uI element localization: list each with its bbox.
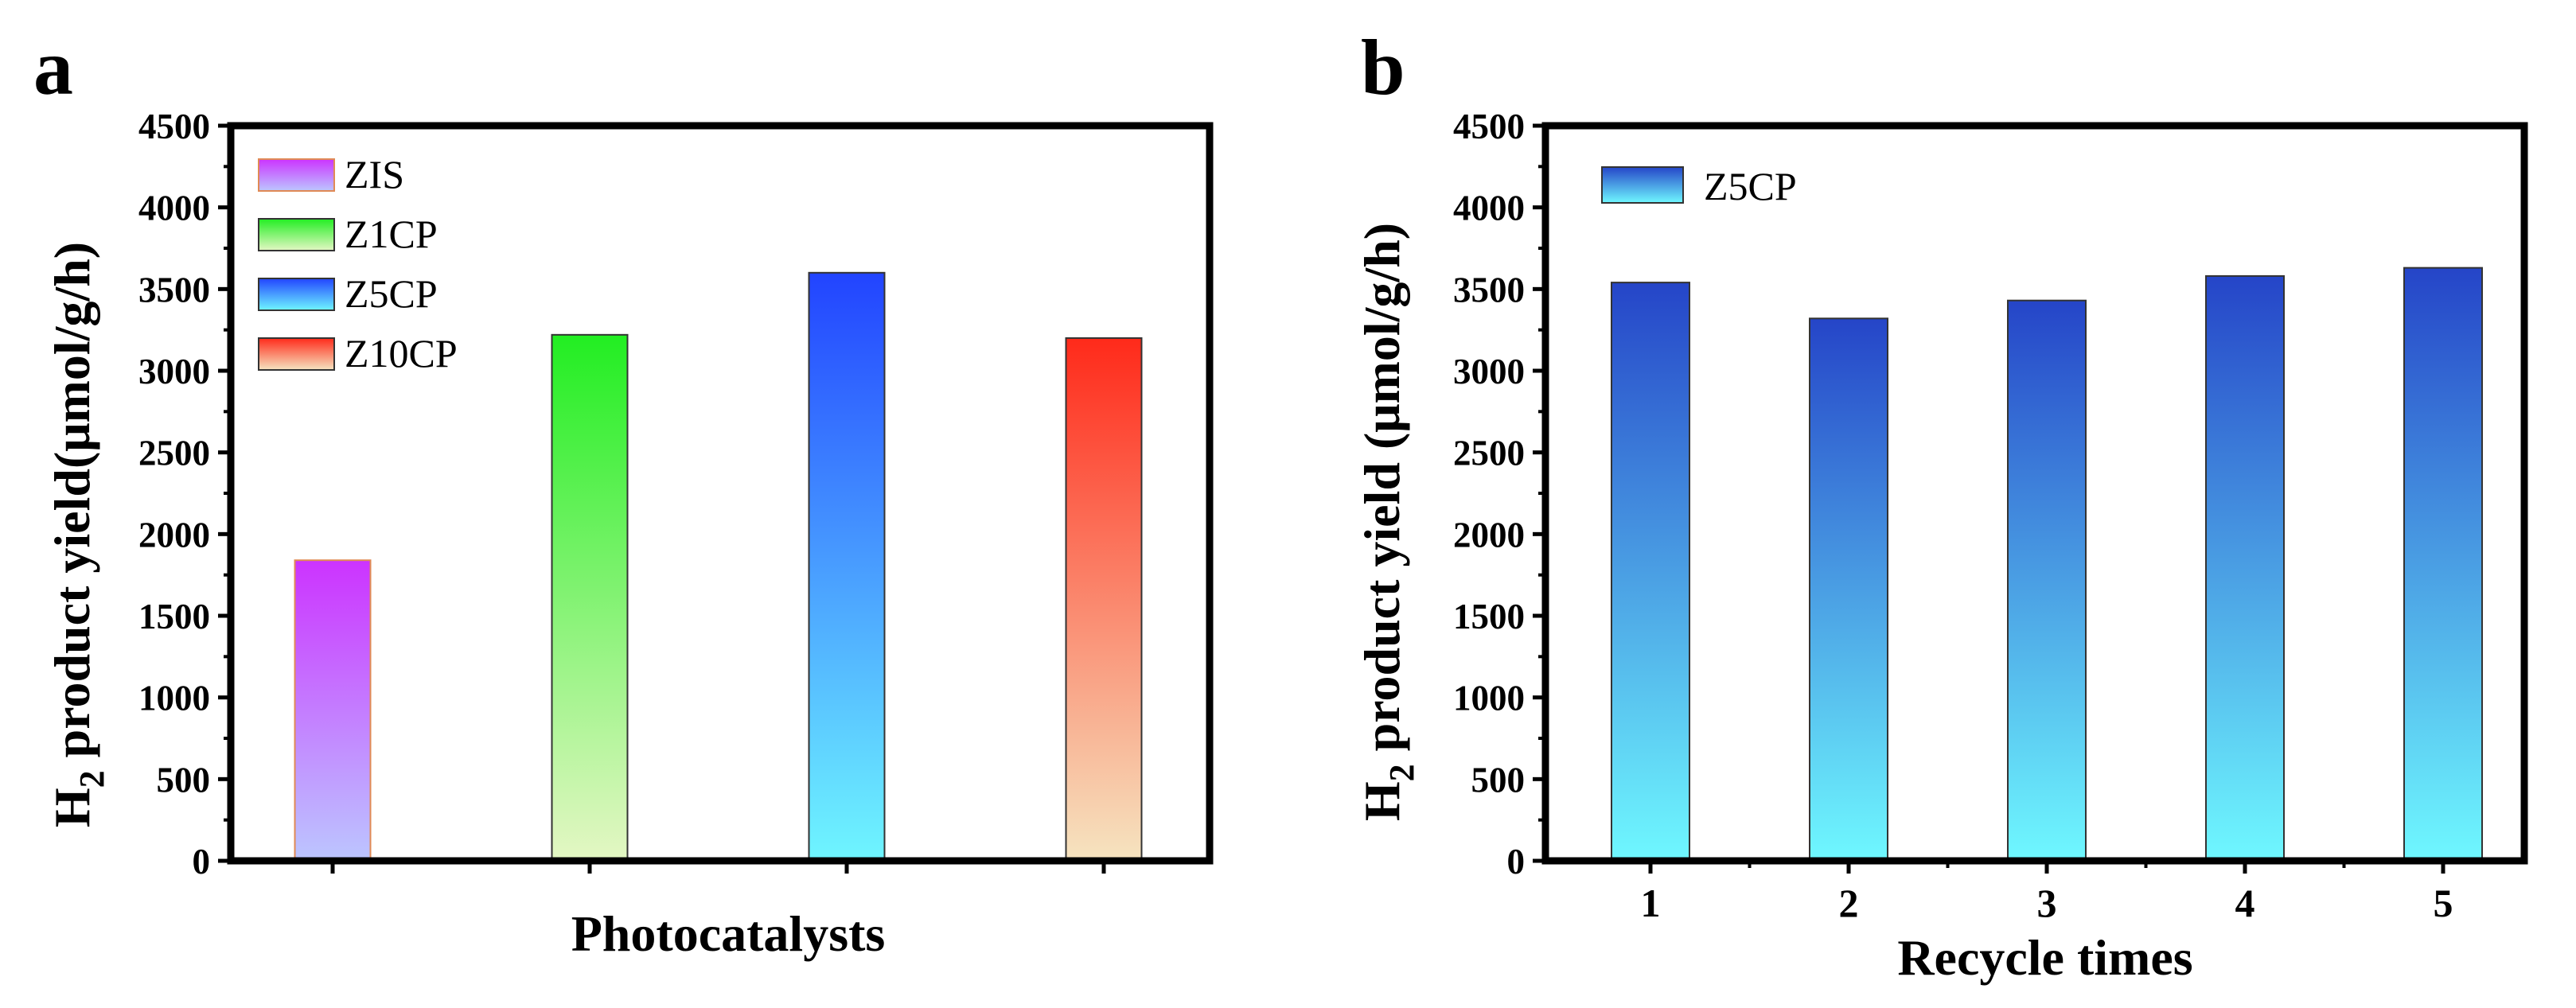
panel-a-y-tick-label: 0 — [193, 842, 211, 882]
panel-b-y-tick-label: 3500 — [1453, 270, 1525, 309]
panel-a-bar-z10cp — [1065, 337, 1143, 862]
panel-b-y-tick-label: 1000 — [1453, 679, 1525, 718]
panel-a-y-tick-label: 3000 — [138, 352, 210, 391]
panel-a-chart: a H2 product yield(μmol/g/h) Photocataly… — [33, 23, 1214, 962]
panel-a-y-tick-label: 1000 — [138, 679, 210, 718]
panel-b-y-tick-label: 500 — [1471, 760, 1526, 800]
panel-b-letter: b — [1361, 23, 1405, 111]
panel-a-legend-swatch-z10cp — [258, 337, 335, 371]
panel-b-x-tick-label: 2 — [1839, 881, 1859, 925]
panel-b-x-tick-label: 3 — [2037, 881, 2057, 925]
panel-a-legend-label-zis: ZIS — [345, 152, 404, 197]
panel-a-legend-swatch-zis — [258, 158, 335, 192]
panel-b-bar-3 — [2007, 299, 2087, 862]
panel-b-y-tick-label: 2000 — [1453, 515, 1525, 555]
panel-a-plot-frame — [227, 122, 1214, 865]
panel-b-x-axis-title: Recycle times — [1897, 929, 2192, 986]
panel-b-y-tick-label: 3000 — [1453, 352, 1525, 391]
panel-a-legend-label-z5cp: Z5CP — [345, 271, 438, 316]
panel-b-bar-5 — [2403, 267, 2483, 862]
panel-b-y-tick-label: 0 — [1507, 842, 1526, 882]
panel-b-legend-label-z5cp: Z5CP — [1704, 164, 1797, 208]
panel-a-bar-z5cp — [808, 271, 886, 862]
panel-a-y-tick-label: 4500 — [138, 107, 210, 146]
panel-a-y-tick-label: 2500 — [138, 434, 210, 473]
panel-b-y-axis-title: H2 product yield (μmol/g/h) — [1354, 223, 1421, 821]
panel-b-bar-1 — [1611, 282, 1690, 862]
panel-a-legend-label-z10cp: Z10CP — [345, 331, 458, 376]
panel-a-y-tick-label: 500 — [157, 760, 211, 800]
panel-a-y-tick-label: 3500 — [138, 270, 210, 309]
panel-a-y-tick-label: 1500 — [138, 597, 210, 636]
panel-a-letter: a — [33, 23, 73, 111]
panel-b-plot-frame — [1541, 122, 2528, 865]
panel-a-y-tick-label: 4000 — [138, 189, 210, 228]
panel-b-chart: b H2 product yield (μmol/g/h) Recycle ti… — [1354, 23, 2528, 986]
panel-a-legend-swatch-z1cp — [258, 218, 335, 251]
panel-b-y-tick-label: 1500 — [1453, 597, 1525, 636]
panel-a-y-tick-label: 2000 — [138, 515, 210, 555]
panel-a-y-axis-title: H2 product yield(μmol/g/h) — [44, 242, 111, 827]
panel-b-legend-swatch-z5cp — [1601, 166, 1684, 204]
panel-a-bar-z1cp — [551, 333, 629, 862]
panel-a-legend-label-z1cp: Z1CP — [345, 212, 438, 256]
panel-b-x-tick-label: 1 — [1641, 881, 1661, 925]
panel-a-legend-swatch-z5cp — [258, 278, 335, 311]
panel-b-bar-4 — [2205, 274, 2285, 862]
panel-b-y-tick-label: 4500 — [1453, 107, 1525, 146]
panel-b-x-tick-label: 4 — [2235, 881, 2255, 925]
panel-a-bar-zis — [294, 559, 372, 862]
panel-a-x-axis-title: Photocatalysts — [571, 905, 886, 962]
panel-b-x-tick-label: 5 — [2434, 881, 2453, 925]
panel-b-bar-2 — [1809, 317, 1888, 862]
panel-b-y-tick-label: 2500 — [1453, 434, 1525, 473]
panel-b-y-tick-label: 4000 — [1453, 189, 1525, 228]
